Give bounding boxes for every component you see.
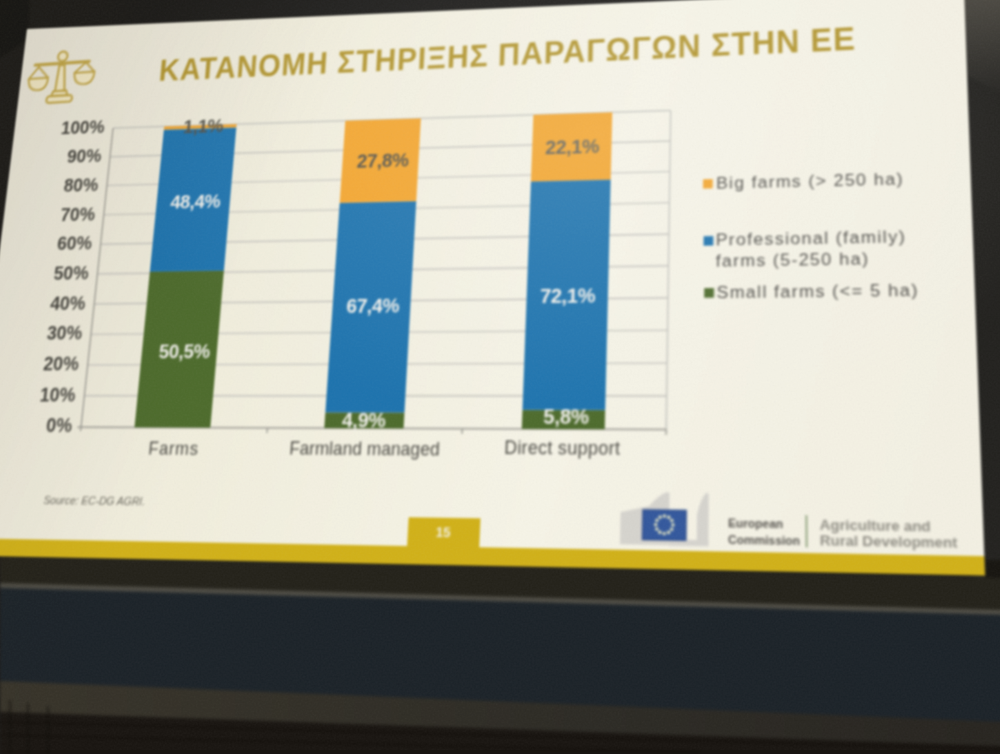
svg-text:80%: 80%	[63, 175, 100, 196]
svg-text:40%: 40%	[49, 293, 86, 315]
svg-text:10%: 10%	[39, 384, 77, 406]
svg-text:Rural Development: Rural Development	[820, 534, 958, 552]
svg-text:4,9%: 4,9%	[341, 409, 386, 432]
svg-text:Farmland managed: Farmland managed	[289, 440, 441, 460]
svg-text:70%: 70%	[59, 204, 96, 225]
svg-text:27,8%: 27,8%	[356, 150, 409, 172]
svg-text:Source: EC-DG AGRI.: Source: EC-DG AGRI.	[43, 494, 146, 507]
svg-text:20%: 20%	[42, 353, 80, 375]
svg-text:48,4%: 48,4%	[169, 191, 221, 213]
svg-text:50,5%: 50,5%	[158, 341, 211, 363]
svg-text:Small farms (<= 5 ha): Small farms (<= 5 ha)	[717, 281, 919, 303]
svg-text:Professional (family): Professional (family)	[716, 228, 907, 250]
svg-text:90%: 90%	[66, 146, 103, 167]
svg-text:100%: 100%	[60, 117, 106, 138]
svg-text:European: European	[728, 517, 783, 531]
svg-text:0%: 0%	[45, 415, 73, 437]
svg-text:50%: 50%	[53, 263, 90, 284]
svg-text:72,1%: 72,1%	[540, 285, 596, 308]
svg-text:60%: 60%	[56, 233, 93, 254]
svg-text:22,1%: 22,1%	[545, 136, 600, 159]
svg-text:Farms: Farms	[147, 440, 199, 459]
svg-text:30%: 30%	[46, 323, 84, 345]
svg-text:67,4%: 67,4%	[346, 295, 401, 318]
svg-text:5,8%: 5,8%	[543, 405, 589, 428]
svg-text:Big farms (> 250 ha): Big farms (> 250 ha)	[716, 170, 904, 193]
svg-text:Commission: Commission	[728, 533, 800, 547]
svg-text:Agriculture and: Agriculture and	[820, 518, 931, 535]
svg-text:farms (5-250 ha): farms (5-250 ha)	[716, 250, 870, 271]
svg-text:1,1%: 1,1%	[182, 116, 224, 138]
svg-text:Direct support: Direct support	[504, 439, 622, 460]
svg-text:15: 15	[435, 526, 450, 541]
